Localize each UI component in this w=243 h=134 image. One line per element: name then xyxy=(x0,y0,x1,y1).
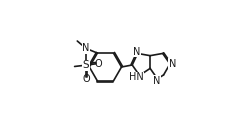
Text: N: N xyxy=(153,76,160,86)
Text: HN: HN xyxy=(129,72,144,82)
Text: O: O xyxy=(82,74,90,84)
Text: N: N xyxy=(169,59,176,69)
Text: S: S xyxy=(83,60,89,70)
Text: N: N xyxy=(82,43,90,53)
Text: N: N xyxy=(133,47,140,57)
Text: O: O xyxy=(95,59,102,69)
